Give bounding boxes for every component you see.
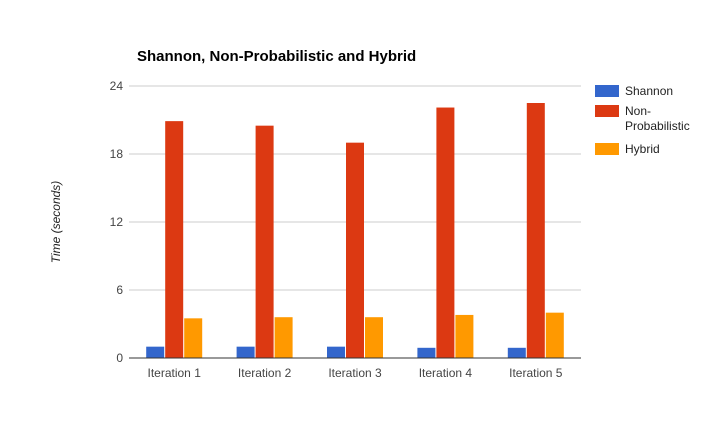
x-tick-label: Iteration 4 xyxy=(419,366,473,380)
y-axis-ticks: 0 6 12 18 24 xyxy=(110,79,124,365)
y-tick-label: 0 xyxy=(116,351,123,365)
x-tick-label: Iteration 5 xyxy=(509,366,563,380)
bar-shannon-5 xyxy=(507,347,526,358)
y-tick-label: 12 xyxy=(110,215,124,229)
bars xyxy=(146,103,564,359)
bar-shannon-1 xyxy=(146,346,165,358)
legend-label: Hybrid xyxy=(625,142,660,156)
bar-hybrid-2 xyxy=(274,317,293,358)
y-tick-label: 18 xyxy=(110,147,124,161)
bar-shannon-4 xyxy=(417,347,436,358)
bar-non-probabilistic-4 xyxy=(436,107,455,359)
legend-swatch xyxy=(595,85,619,97)
legend-swatch xyxy=(595,105,619,117)
bar-non-probabilistic-3 xyxy=(346,142,364,358)
y-tick-label: 6 xyxy=(116,283,123,297)
bar-hybrid-5 xyxy=(545,312,564,358)
chart-title: Shannon, Non-Probabilistic and Hybrid xyxy=(137,48,416,65)
x-axis-ticks: Iteration 1 Iteration 2 Iteration 3 Iterati… xyxy=(148,366,563,380)
bar-hybrid-4 xyxy=(455,314,474,358)
bar-non-probabilistic-5 xyxy=(526,103,545,358)
legend-swatch xyxy=(595,143,619,155)
x-tick-label: Iteration 2 xyxy=(238,366,292,380)
bar-hybrid-3 xyxy=(365,317,383,358)
legend-label: Shannon xyxy=(625,84,673,98)
legend-label: Non-Probabilistic xyxy=(625,104,690,133)
bar-non-probabilistic-2 xyxy=(255,125,274,359)
bar-hybrid-1 xyxy=(184,318,203,358)
y-axis-label: Time (seconds) xyxy=(49,181,63,264)
x-tick-label: Iteration 3 xyxy=(328,366,382,380)
bar-shannon-3 xyxy=(327,346,345,358)
y-tick-label: 24 xyxy=(110,79,124,93)
legend: Shannon Non-Probabilistic Hybrid xyxy=(595,84,690,156)
x-tick-label: Iteration 1 xyxy=(148,366,202,380)
bar-shannon-2 xyxy=(236,346,255,358)
bar-non-probabilistic-1 xyxy=(165,121,184,358)
